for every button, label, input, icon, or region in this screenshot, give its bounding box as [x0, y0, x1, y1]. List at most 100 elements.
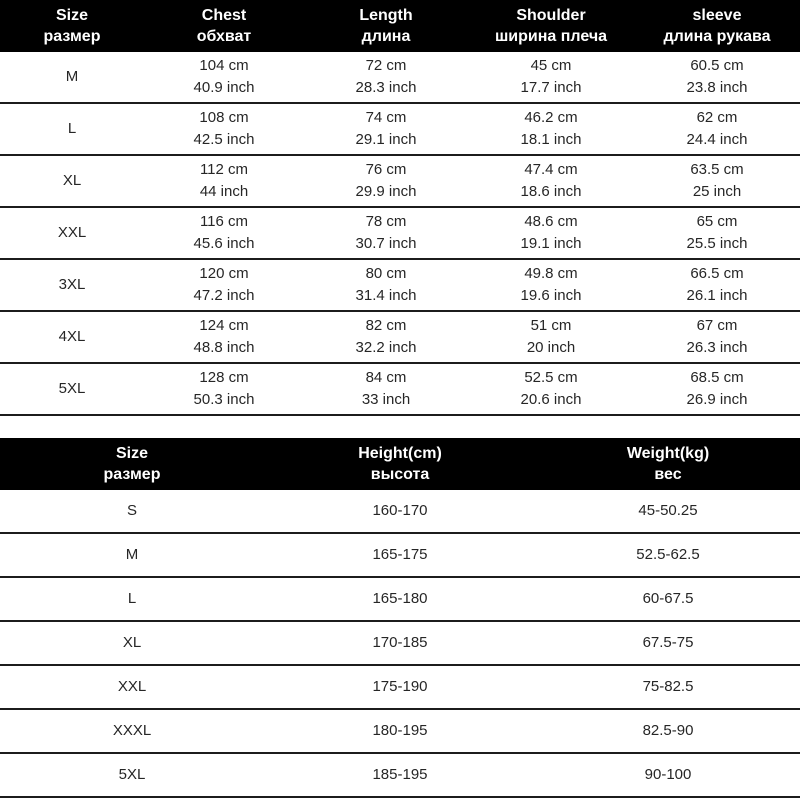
header-label-ru: обхват — [196, 28, 252, 45]
measurement-cell: 46.2 cm 18.1 inch — [468, 103, 634, 156]
size-cell: L — [0, 577, 264, 622]
weight-cell: 90-100 — [536, 753, 800, 798]
column-header-weightkg: Weight(kg) вес — [536, 438, 800, 490]
cm-value: 72 cm — [365, 57, 407, 74]
body-header-row: Size размер Height(cm) высота Weight(kg) вес — [0, 438, 800, 490]
measurement-cell: 104 cm 40.9 inch — [144, 52, 304, 104]
measurement-cell: 84 cm 33 inch — [304, 363, 468, 416]
header-label-ru: высота — [370, 466, 430, 483]
inch-value: 48.8 inch — [193, 339, 255, 356]
measurement-cell: 80 cm 31.4 inch — [304, 259, 468, 312]
inch-value: 20.6 inch — [520, 391, 582, 408]
measurement-cell: 68.5 cm 26.9 inch — [634, 363, 800, 416]
height-cell: 165-175 — [264, 533, 536, 578]
cm-value: 67 cm — [696, 317, 738, 334]
measurement-cell: 116 cm 45.6 inch — [144, 207, 304, 260]
header-label-ru: длина — [361, 28, 411, 45]
cm-value: 63.5 cm — [690, 161, 744, 178]
garment-row-l: L 108 cm 42.5 inch 74 cm 29.1 inch 46.2 cm 18.… — [0, 103, 800, 156]
inch-value: 24.4 inch — [686, 131, 748, 148]
cm-value: 66.5 cm — [690, 265, 744, 282]
measurement-cell: 120 cm 47.2 inch — [144, 259, 304, 312]
size-cell: 5XL — [0, 753, 264, 798]
height-cell: 175-190 — [264, 665, 536, 710]
cm-value: 65 cm — [696, 213, 738, 230]
header-label-en: Size — [115, 445, 148, 462]
garment-table-header: Size размер Chest обхват Length длина Shoulder… — [0, 0, 800, 52]
garment-size-table: Size размер Chest обхват Length длина Shoulder… — [0, 0, 800, 416]
header-label-ru: длина рукава — [663, 28, 771, 45]
measurement-cell: 108 cm 42.5 inch — [144, 103, 304, 156]
column-header-shoulder: Shoulder ширина плеча — [468, 0, 634, 52]
body-row-5xl: 5XL 185-195 90-100 — [0, 753, 800, 798]
inch-value: 18.1 inch — [520, 131, 582, 148]
garment-row-m: M 104 cm 40.9 inch 72 cm 28.3 inch 45 cm 17.7 … — [0, 52, 800, 104]
measurement-cell: 48.6 cm 19.1 inch — [468, 207, 634, 260]
size-cell: XL — [0, 621, 264, 666]
height-cell: 170-185 — [264, 621, 536, 666]
garment-row-xxl: XXL 116 cm 45.6 inch 78 cm 30.7 inch 48.6 cm 1… — [0, 207, 800, 260]
inch-value: 20 inch — [526, 339, 576, 356]
header-label-ru: ширина плеча — [494, 28, 608, 45]
weight-cell: 75-82.5 — [536, 665, 800, 710]
measurement-cell: 112 cm 44 inch — [144, 155, 304, 208]
header-label-ru: вес — [654, 466, 682, 483]
size-cell: S — [0, 490, 264, 534]
weight-cell: 45-50.25 — [536, 490, 800, 534]
column-header-length: Length длина — [304, 0, 468, 52]
size-cell: XXL — [0, 207, 144, 260]
garment-row-3xl: 3XL 120 cm 47.2 inch 80 cm 31.4 inch 49.8 cm 1… — [0, 259, 800, 312]
cm-value: 49.8 cm — [524, 265, 578, 282]
cm-value: 46.2 cm — [524, 109, 578, 126]
header-label-en: Height(cm) — [358, 445, 442, 462]
cm-value: 52.5 cm — [524, 369, 578, 386]
measurement-cell: 66.5 cm 26.1 inch — [634, 259, 800, 312]
cm-value: 68.5 cm — [690, 369, 744, 386]
inch-value: 47.2 inch — [193, 287, 255, 304]
inch-value: 45.6 inch — [193, 235, 255, 252]
cm-value: 76 cm — [365, 161, 407, 178]
measurement-cell: 74 cm 29.1 inch — [304, 103, 468, 156]
inch-value: 50.3 inch — [193, 391, 255, 408]
size-cell: 4XL — [0, 311, 144, 364]
header-label-en: Length — [359, 7, 413, 24]
measurement-cell: 67 cm 26.3 inch — [634, 311, 800, 364]
measurement-cell: 45 cm 17.7 inch — [468, 52, 634, 104]
measurement-cell: 78 cm 30.7 inch — [304, 207, 468, 260]
garment-header-row: Size размер Chest обхват Length длина Shoulder… — [0, 0, 800, 52]
measurement-cell: 51 cm 20 inch — [468, 311, 634, 364]
inch-value: 30.7 inch — [355, 235, 417, 252]
header-label-ru: размер — [103, 466, 161, 483]
body-table-body: S 160-170 45-50.25 M 165-175 52.5-62.5 L 165-18… — [0, 490, 800, 798]
inch-value: 26.9 inch — [686, 391, 748, 408]
measurement-cell: 82 cm 32.2 inch — [304, 311, 468, 364]
cm-value: 45 cm — [530, 57, 572, 74]
garment-row-5xl: 5XL 128 cm 50.3 inch 84 cm 33 inch 52.5 cm 20.… — [0, 363, 800, 416]
size-cell: M — [0, 52, 144, 104]
size-cell: M — [0, 533, 264, 578]
header-label-en: Chest — [201, 7, 247, 24]
size-cell: L — [0, 103, 144, 156]
header-label-en: sleeve — [692, 7, 742, 24]
measurement-cell: 124 cm 48.8 inch — [144, 311, 304, 364]
measurement-cell: 60.5 cm 23.8 inch — [634, 52, 800, 104]
measurement-cell: 47.4 cm 18.6 inch — [468, 155, 634, 208]
cm-value: 120 cm — [199, 265, 249, 282]
size-cell: XXL — [0, 665, 264, 710]
cm-value: 108 cm — [199, 109, 249, 126]
body-row-m: M 165-175 52.5-62.5 — [0, 533, 800, 578]
height-cell: 185-195 — [264, 753, 536, 798]
weight-cell: 67.5-75 — [536, 621, 800, 666]
measurement-cell: 63.5 cm 25 inch — [634, 155, 800, 208]
column-header-size: Size размер — [0, 438, 264, 490]
height-cell: 160-170 — [264, 490, 536, 534]
size-cell: 5XL — [0, 363, 144, 416]
weight-cell: 60-67.5 — [536, 577, 800, 622]
cm-value: 78 cm — [365, 213, 407, 230]
cm-value: 48.6 cm — [524, 213, 578, 230]
cm-value: 60.5 cm — [690, 57, 744, 74]
measurement-cell: 62 cm 24.4 inch — [634, 103, 800, 156]
garment-table-body: M 104 cm 40.9 inch 72 cm 28.3 inch 45 cm 17.7 … — [0, 52, 800, 416]
cm-value: 112 cm — [199, 161, 249, 178]
inch-value: 23.8 inch — [686, 79, 748, 96]
